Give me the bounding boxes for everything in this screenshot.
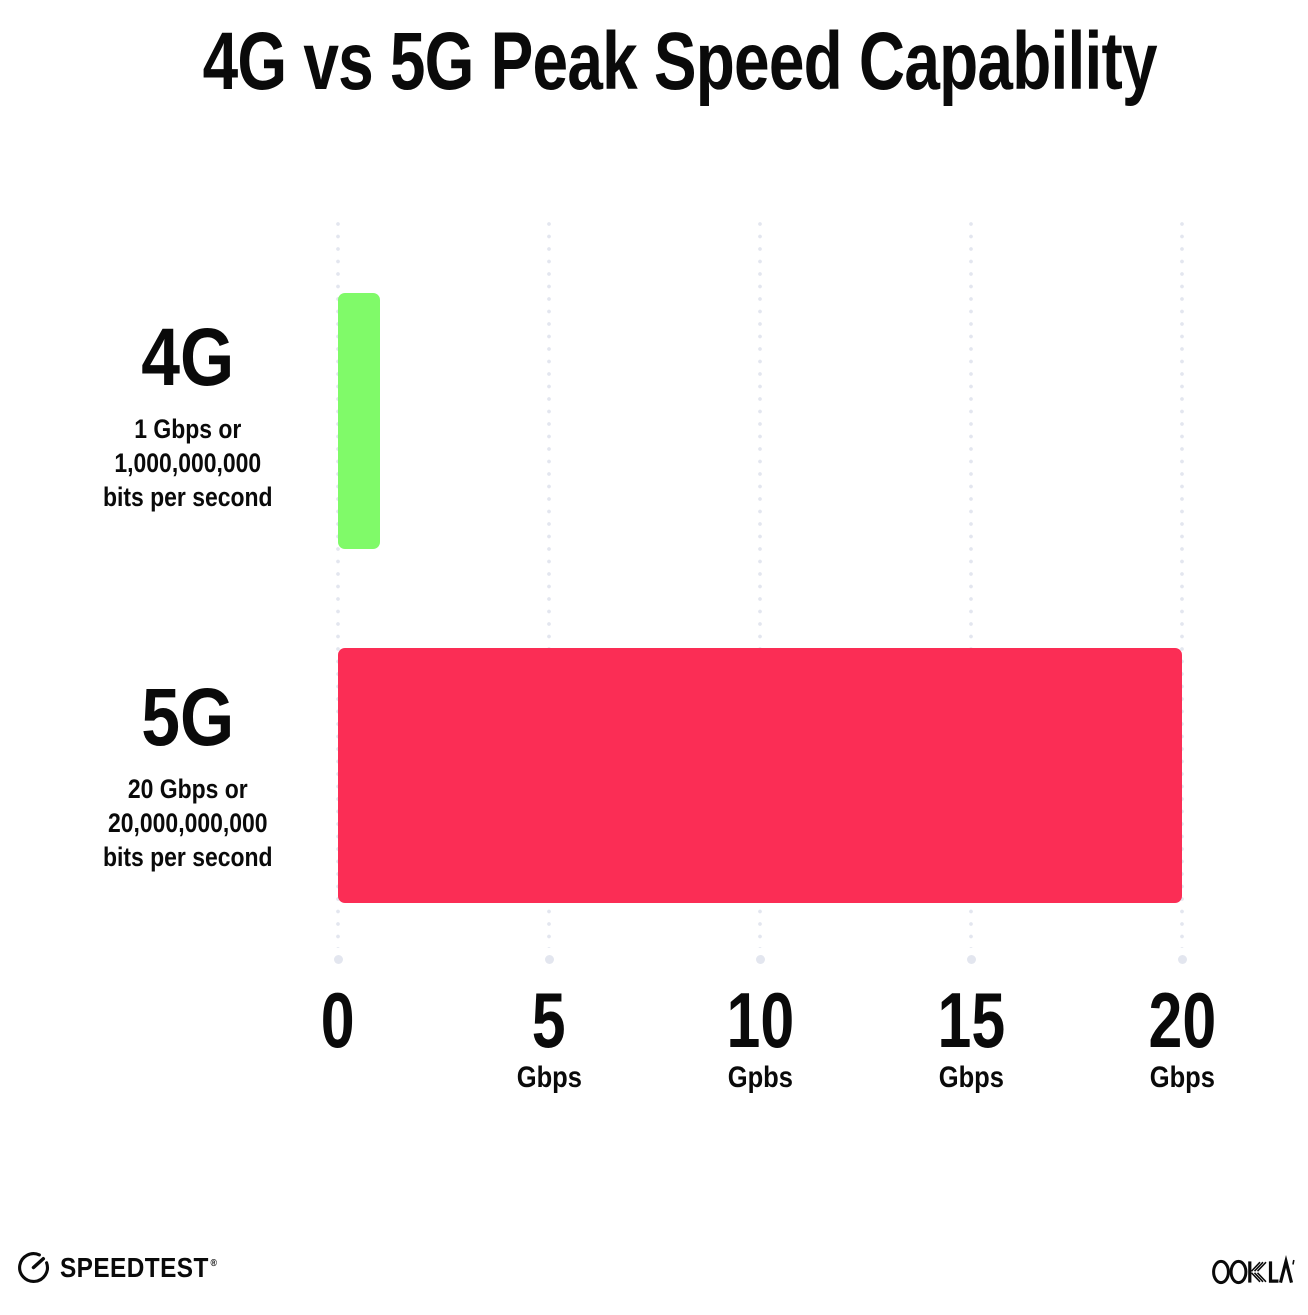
x-tick-unit: Gpbs [665, 1062, 855, 1094]
gridline-end-dot-15 [966, 954, 976, 964]
speedtest-wordmark: SPEEDTEST ® [60, 1252, 241, 1284]
x-tick-unit-text: Gbps [938, 1061, 1004, 1094]
gridline-end-dot-0 [333, 954, 343, 964]
x-tick-value: 10 [665, 976, 855, 1064]
chart-title: 4G vs 5G Peak Speed Capability [52, 16, 1308, 108]
ookla-k-hatch [1250, 1261, 1267, 1283]
x-tick-unit-text: Gbps [1149, 1061, 1215, 1094]
gridline-15 [969, 222, 973, 948]
x-tick-unit: Gbps [1087, 1062, 1277, 1094]
category-name-text: 4G [141, 312, 235, 403]
x-tick-value: 20 [1087, 976, 1277, 1064]
bar-5g [338, 648, 1182, 903]
gridline-0 [336, 222, 340, 948]
x-tick-value-text: 10 [726, 976, 794, 1064]
x-tick-0: 0 [243, 976, 433, 1064]
x-tick-unit-text: Gpbs [727, 1061, 793, 1094]
x-tick-15: 15 Gbps [876, 976, 1066, 1094]
ookla-trademark-tick [1292, 1259, 1295, 1265]
category-sublabel-text: 20 Gbps or 20,000,000,000 bits per secon… [103, 774, 273, 872]
ookla-wordmark: OOKLA [1212, 1255, 1295, 1285]
gauge-icon [18, 1252, 49, 1283]
category-name-text: 5G [141, 672, 235, 763]
x-tick-unit: Gbps [454, 1062, 644, 1094]
x-tick-5: 5 Gbps [454, 976, 644, 1094]
x-tick-20: 20 Gbps [1087, 976, 1277, 1094]
category-name: 4G [38, 316, 338, 400]
chart-title-text: 4G vs 5G Peak Speed Capability [202, 16, 1158, 107]
category-name: 5G [38, 676, 338, 760]
category-sublabel: 20 Gbps or 20,000,000,000 bits per secon… [38, 772, 338, 874]
gridline-end-dot-5 [544, 954, 554, 964]
x-tick-value: 15 [876, 976, 1066, 1064]
category-label-5g: 5G 20 Gbps or 20,000,000,000 bits per sec… [38, 676, 338, 874]
x-tick-value-text: 15 [937, 976, 1005, 1064]
x-tick-value-text: 20 [1148, 976, 1216, 1064]
gridline-end-dot-20 [1177, 954, 1187, 964]
x-tick-unit: Gbps [876, 1062, 1066, 1094]
x-tick-value: 0 [243, 976, 433, 1064]
x-tick-value: 5 [454, 976, 644, 1064]
x-tick-value-text: 0 [321, 976, 355, 1064]
bar-4g [338, 293, 381, 549]
speedtest-logo: SPEEDTEST ® [16, 1250, 241, 1285]
speedtest-label: SPEEDTEST [60, 1251, 209, 1283]
x-tick-unit-text: Gbps [516, 1061, 582, 1094]
gridline-end-dot-10 [755, 954, 765, 964]
x-tick-value-text: 5 [532, 976, 566, 1064]
ookla-logo: OOKLA [1212, 1255, 1296, 1289]
gridline-10 [758, 222, 762, 948]
gridline-5 [547, 222, 551, 948]
category-sublabel-text: 1 Gbps or 1,000,000,000 bits per second [103, 414, 273, 512]
category-label-4g: 4G 1 Gbps or 1,000,000,000 bits per secon… [38, 316, 338, 514]
gridline-20 [1180, 222, 1184, 948]
x-tick-10: 10 Gpbs [665, 976, 855, 1094]
speedtest-trademark: ® [210, 1257, 218, 1269]
category-sublabel: 1 Gbps or 1,000,000,000 bits per second [38, 412, 338, 514]
